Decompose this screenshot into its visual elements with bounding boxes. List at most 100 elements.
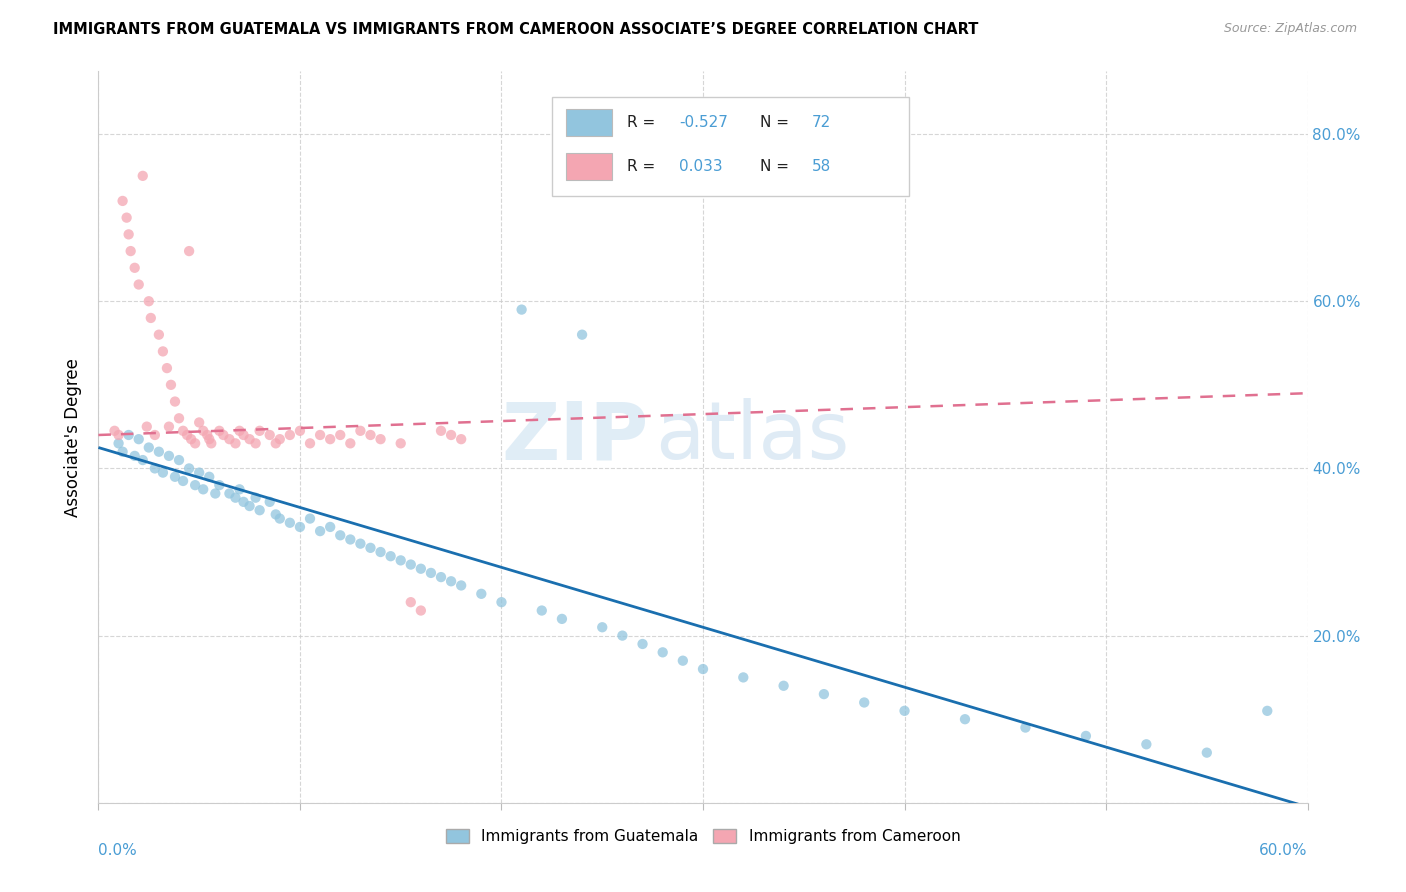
- Point: [409, 562, 432, 576]
- Point: [204, 486, 226, 500]
- Text: R =: R =: [627, 115, 659, 130]
- Point: [1195, 746, 1218, 760]
- Point: [339, 436, 361, 450]
- Point: [1074, 729, 1097, 743]
- Point: [299, 511, 322, 525]
- Point: [179, 461, 201, 475]
- Point: [167, 453, 190, 467]
- Point: [152, 344, 174, 359]
- Point: [157, 449, 180, 463]
- Point: [264, 508, 287, 522]
- Point: [193, 483, 215, 497]
- Point: [1256, 704, 1278, 718]
- Point: [132, 169, 155, 183]
- Point: [370, 545, 392, 559]
- Y-axis label: Associate's Degree: Associate's Degree: [65, 358, 83, 516]
- Point: [103, 424, 125, 438]
- Point: [156, 361, 179, 376]
- Point: [120, 244, 142, 258]
- Point: [530, 603, 553, 617]
- Point: [224, 491, 246, 505]
- Point: [1135, 737, 1157, 751]
- Point: [470, 587, 492, 601]
- Point: [440, 428, 463, 442]
- Text: 72: 72: [811, 115, 831, 130]
- Point: [651, 645, 673, 659]
- Point: [160, 377, 183, 392]
- Point: [200, 436, 222, 450]
- Text: 0.033: 0.033: [679, 159, 723, 174]
- Point: [430, 424, 453, 438]
- Point: [224, 436, 246, 450]
- Point: [450, 432, 472, 446]
- Point: [179, 244, 201, 258]
- Point: [853, 696, 876, 710]
- Point: [163, 394, 186, 409]
- Point: [510, 302, 533, 317]
- Point: [389, 436, 412, 450]
- Text: 58: 58: [811, 159, 831, 174]
- Point: [264, 436, 287, 450]
- Point: [163, 470, 186, 484]
- Point: [245, 436, 267, 450]
- Point: [420, 566, 443, 580]
- Point: [269, 511, 291, 525]
- Point: [157, 419, 180, 434]
- Text: ZIP: ZIP: [502, 398, 648, 476]
- Point: [107, 436, 129, 450]
- Point: [232, 495, 254, 509]
- Point: [440, 574, 463, 589]
- Point: [124, 449, 146, 463]
- Point: [288, 520, 311, 534]
- Point: [228, 424, 250, 438]
- Point: [239, 432, 262, 446]
- Point: [319, 520, 342, 534]
- Point: [309, 524, 332, 538]
- Point: [172, 424, 194, 438]
- Point: [176, 428, 198, 442]
- Text: -0.527: -0.527: [679, 115, 728, 130]
- Point: [143, 461, 166, 475]
- Point: [172, 474, 194, 488]
- Point: [184, 478, 207, 492]
- Point: [118, 227, 141, 242]
- Point: [612, 629, 634, 643]
- Point: [138, 294, 160, 309]
- Point: [772, 679, 794, 693]
- Point: [389, 553, 412, 567]
- Point: [409, 603, 432, 617]
- Point: [143, 428, 166, 442]
- Point: [138, 441, 160, 455]
- FancyBboxPatch shape: [551, 97, 908, 195]
- Point: [128, 432, 150, 446]
- Point: [167, 411, 190, 425]
- Point: [128, 277, 150, 292]
- Point: [259, 495, 281, 509]
- Point: [135, 419, 157, 434]
- Point: [360, 541, 382, 555]
- Point: [430, 570, 453, 584]
- Point: [692, 662, 714, 676]
- Point: [491, 595, 513, 609]
- Text: R =: R =: [627, 159, 665, 174]
- Text: IMMIGRANTS FROM GUATEMALA VS IMMIGRANTS FROM CAMEROON ASSOCIATE’S DEGREE CORRELA: IMMIGRANTS FROM GUATEMALA VS IMMIGRANTS …: [53, 22, 979, 37]
- Point: [329, 428, 352, 442]
- Legend: Immigrants from Guatemala, Immigrants from Cameroon: Immigrants from Guatemala, Immigrants fr…: [440, 822, 966, 850]
- Point: [269, 432, 291, 446]
- Point: [360, 428, 382, 442]
- Point: [132, 453, 155, 467]
- Point: [893, 704, 915, 718]
- Point: [249, 503, 271, 517]
- Point: [953, 712, 976, 726]
- FancyBboxPatch shape: [567, 109, 613, 136]
- Text: N =: N =: [759, 159, 794, 174]
- Text: N =: N =: [759, 115, 794, 130]
- Point: [1014, 721, 1036, 735]
- Point: [115, 211, 138, 225]
- Point: [339, 533, 361, 547]
- Point: [349, 424, 371, 438]
- Point: [208, 424, 231, 438]
- Point: [193, 424, 215, 438]
- Point: [218, 432, 240, 446]
- Point: [148, 444, 170, 458]
